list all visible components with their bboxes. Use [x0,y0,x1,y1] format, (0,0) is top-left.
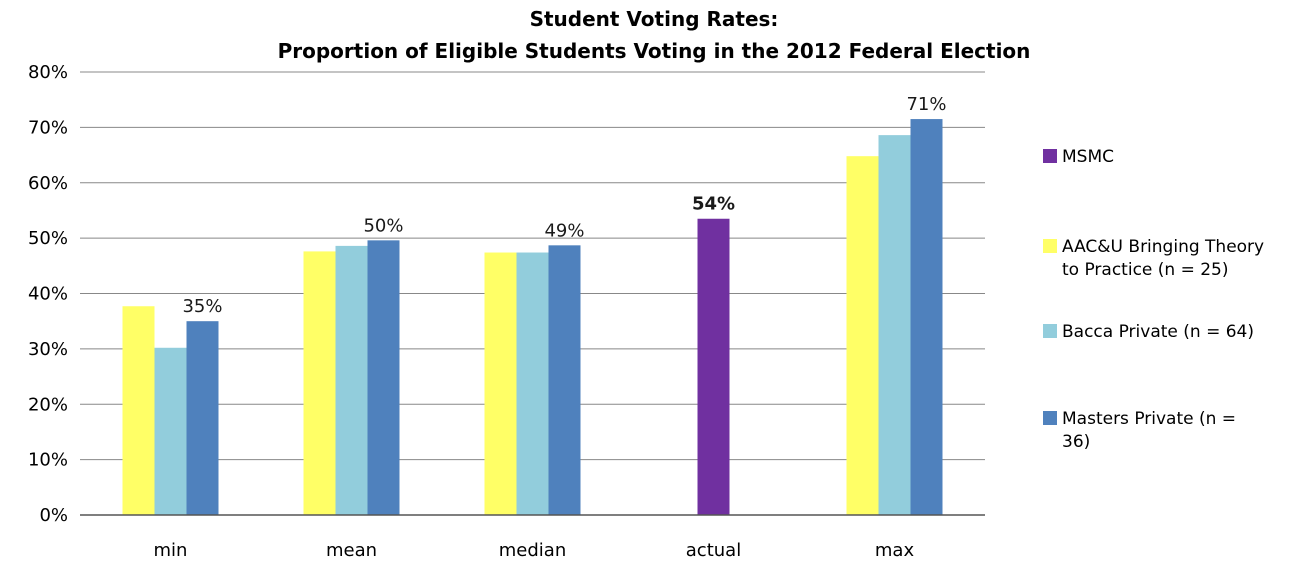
legend-label-line: Bacca Private (n = 64) [1062,322,1254,342]
legend-label-line: Masters Private (n = [1062,409,1236,429]
legend-swatch [1043,324,1057,338]
legend-label: Bacca Private (n = 64) [1062,322,1254,342]
chart-title-line-1: Student Voting Rates: [530,7,779,31]
y-axis-ticks: 0% 10% 20% 30% 40% 50% 60% 70% 80% [28,62,68,526]
legend: MSMC AAC&U Bringing Theory to Practice (n … [1043,147,1264,452]
legend-item-bacca-private-n-64: Bacca Private (n = 64) [1043,322,1254,342]
category-label-median: median [499,540,566,561]
legend-swatch [1043,411,1057,425]
bars [122,119,943,516]
y-tick-label: 20% [28,394,68,415]
chart-title: Student Voting Rates: Proportion of Eligi… [278,7,1031,63]
bar-min-bacca-private-n-64 [154,347,187,515]
bar-actual-msmc [697,218,730,515]
bar-mean-bacca-private-n-64 [335,245,368,515]
data-label-median: 49% [544,220,584,241]
y-tick-label: 70% [28,117,68,138]
bar-mean-aac-u-bringing-theory-to-practice-n-25 [303,251,336,516]
bar-max-bacca-private-n-64 [878,135,911,515]
y-tick-label: 60% [28,173,68,194]
legend-label-line: 36) [1062,432,1090,452]
legend-label-line: to Practice (n = 25) [1062,260,1229,280]
data-label-mean: 50% [363,215,403,236]
bar-median-masters-private-n-36 [548,245,581,516]
y-tick-label: 80% [28,62,68,83]
data-labels: 35% 50% 49% 54% 71% [182,94,946,317]
bar-median-bacca-private-n-64 [516,252,549,515]
legend-label: AAC&U Bringing Theory to Practice (n = 25… [1062,237,1264,280]
legend-swatch [1043,149,1057,163]
category-labels: min mean median actual max [154,540,915,561]
legend-item-masters-private-n-36: Masters Private (n = 36) [1043,409,1236,452]
legend-swatch [1043,239,1057,253]
legend-label-line: AAC&U Bringing Theory [1062,237,1264,257]
legend-item-aac-u-bringing-theory-to-practice-n-25: AAC&U Bringing Theory to Practice (n = 25… [1043,237,1264,280]
bar-median-aac-u-bringing-theory-to-practice-n-25 [484,252,517,515]
data-label-max: 71% [906,94,946,115]
data-label-min: 35% [182,296,222,317]
category-label-actual: actual [686,540,741,561]
y-tick-label: 0% [39,505,68,526]
bar-min-aac-u-bringing-theory-to-practice-n-25 [122,306,155,515]
legend-label: MSMC [1062,147,1114,167]
category-label-mean: mean [326,540,377,561]
category-label-max: max [875,540,915,561]
chart-title-line-2: Proportion of Eligible Students Voting i… [278,39,1031,63]
y-tick-label: 10% [28,450,68,471]
category-label-min: min [154,540,188,561]
bar-max-aac-u-bringing-theory-to-practice-n-25 [846,156,879,516]
y-tick-label: 50% [28,228,68,249]
data-label-actual: 54% [692,194,735,215]
legend-label-line: MSMC [1062,147,1114,167]
y-tick-label: 30% [28,339,68,360]
y-tick-label: 40% [28,284,68,305]
bar-max-masters-private-n-36 [910,119,943,515]
bar-mean-masters-private-n-36 [367,240,400,515]
bar-min-masters-private-n-36 [186,321,219,515]
legend-item-msmc: MSMC [1043,147,1114,167]
legend-label: Masters Private (n = 36) [1062,409,1236,452]
